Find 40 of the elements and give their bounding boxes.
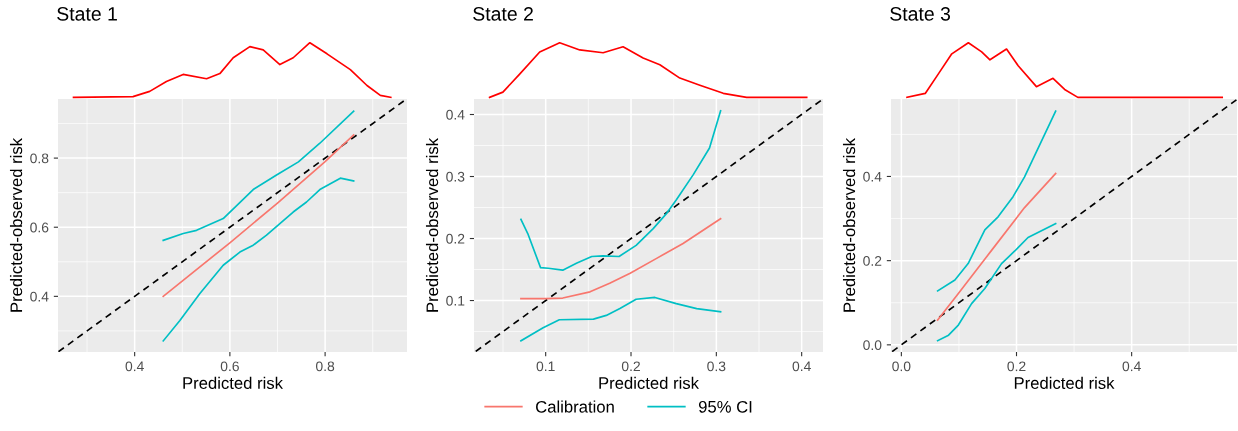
line-series	[520, 217, 722, 300]
line-series	[936, 110, 1057, 292]
x-tick-label: 0.2	[621, 361, 640, 372]
legend-label: 95% CI	[698, 400, 752, 413]
y-axis-title: Predicted-observed risk	[842, 137, 856, 312]
x-tick-label: 0.0	[892, 361, 911, 372]
line-series	[520, 109, 722, 271]
x-tick-label: 0.8	[316, 361, 335, 372]
y-tick-label: 0.2	[446, 233, 465, 244]
line-series	[162, 134, 355, 298]
y-tick-label: 0.1	[446, 295, 465, 306]
x-tick-label: 0.6	[220, 361, 239, 372]
x-axis-title: Predicted risk	[599, 376, 700, 389]
y-tick-label: 0.2	[863, 255, 882, 266]
y-axis-title: Predicted-observed risk	[425, 137, 439, 312]
y-tick-label: 0.3	[446, 171, 465, 182]
x-axis-title: Predicted risk	[1014, 376, 1115, 389]
x-tick-label: 0.1	[536, 361, 555, 372]
y-tick-label: 0.4	[30, 291, 49, 302]
line-series	[520, 296, 722, 342]
chart-title: State 2	[473, 6, 533, 21]
y-tick-label: 0.8	[30, 153, 49, 164]
x-axis-title: Predicted risk	[183, 376, 284, 389]
x-tick-label: 0.4	[1122, 361, 1141, 372]
y-tick-label: 0.6	[30, 222, 49, 233]
line-series	[936, 172, 1057, 321]
y-axis-title: Predicted-observed risk	[9, 137, 23, 312]
line-series	[936, 222, 1057, 342]
y-tick-label: 0.4	[863, 171, 882, 182]
x-tick-label: 0.2	[1007, 361, 1026, 372]
line-series	[162, 177, 355, 342]
chart-title: State 1	[57, 6, 117, 21]
line-series	[162, 110, 355, 242]
legend-label: Calibration	[536, 400, 614, 413]
x-tick-label: 0.4	[125, 361, 144, 372]
y-tick-label: 0.0	[863, 340, 882, 351]
x-tick-label: 0.4	[792, 361, 811, 372]
y-tick-label: 0.4	[446, 109, 465, 120]
chart-title: State 3	[890, 6, 951, 21]
x-tick-label: 0.3	[707, 361, 726, 372]
